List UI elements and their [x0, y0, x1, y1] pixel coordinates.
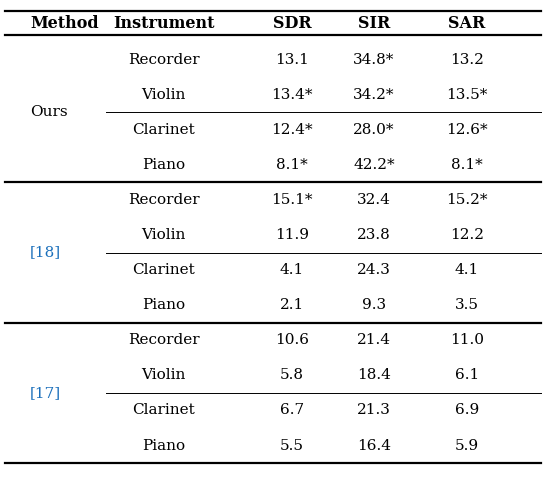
Text: 5.9: 5.9 — [455, 439, 479, 453]
Text: Piano: Piano — [143, 439, 185, 453]
Text: 6.7: 6.7 — [280, 404, 304, 417]
Text: 2.1: 2.1 — [280, 298, 304, 312]
Text: 34.2*: 34.2* — [353, 88, 395, 102]
Text: 9.3: 9.3 — [362, 298, 386, 312]
Text: 11.0: 11.0 — [450, 333, 484, 347]
Text: 10.6: 10.6 — [275, 333, 309, 347]
Text: Method: Method — [30, 15, 99, 32]
Text: 13.2: 13.2 — [450, 53, 484, 66]
Text: Piano: Piano — [143, 298, 185, 312]
Text: Instrument: Instrument — [113, 15, 215, 32]
Text: 4.1: 4.1 — [455, 263, 479, 277]
Text: 15.2*: 15.2* — [446, 193, 488, 207]
Text: 8.1*: 8.1* — [276, 158, 308, 172]
Text: 32.4: 32.4 — [357, 193, 391, 207]
Text: 13.4*: 13.4* — [271, 88, 313, 102]
Text: 3.5: 3.5 — [455, 298, 479, 312]
Text: Recorder: Recorder — [128, 193, 200, 207]
Text: 34.8*: 34.8* — [353, 53, 395, 66]
Text: Recorder: Recorder — [128, 53, 200, 66]
Text: 5.8: 5.8 — [280, 368, 304, 382]
Text: 6.1: 6.1 — [455, 368, 479, 382]
Text: [18]: [18] — [30, 245, 61, 259]
Text: SIR: SIR — [358, 15, 390, 32]
Text: Violin: Violin — [141, 368, 186, 382]
Text: 28.0*: 28.0* — [353, 123, 395, 136]
Text: SDR: SDR — [273, 15, 311, 32]
Text: 12.2: 12.2 — [450, 228, 484, 242]
Text: 5.5: 5.5 — [280, 439, 304, 453]
Text: 11.9: 11.9 — [275, 228, 309, 242]
Text: 12.6*: 12.6* — [446, 123, 488, 136]
Text: Recorder: Recorder — [128, 333, 200, 347]
Text: Ours: Ours — [30, 105, 68, 119]
Text: Clarinet: Clarinet — [133, 404, 195, 417]
Text: 6.9: 6.9 — [455, 404, 479, 417]
Text: [17]: [17] — [30, 386, 61, 400]
Text: 42.2*: 42.2* — [353, 158, 395, 172]
Text: 18.4: 18.4 — [357, 368, 391, 382]
Text: 24.3: 24.3 — [357, 263, 391, 277]
Text: 13.5*: 13.5* — [446, 88, 488, 102]
Text: 23.8: 23.8 — [357, 228, 391, 242]
Text: Clarinet: Clarinet — [133, 263, 195, 277]
Text: 8.1*: 8.1* — [451, 158, 483, 172]
Text: 4.1: 4.1 — [280, 263, 304, 277]
Text: 15.1*: 15.1* — [271, 193, 313, 207]
Text: 13.1: 13.1 — [275, 53, 309, 66]
Text: Violin: Violin — [141, 88, 186, 102]
Text: 21.3: 21.3 — [357, 404, 391, 417]
Text: 21.4: 21.4 — [357, 333, 391, 347]
Text: 12.4*: 12.4* — [271, 123, 313, 136]
Text: Violin: Violin — [141, 228, 186, 242]
Text: Piano: Piano — [143, 158, 185, 172]
Text: 16.4: 16.4 — [357, 439, 391, 453]
Text: SAR: SAR — [448, 15, 485, 32]
Text: Clarinet: Clarinet — [133, 123, 195, 136]
